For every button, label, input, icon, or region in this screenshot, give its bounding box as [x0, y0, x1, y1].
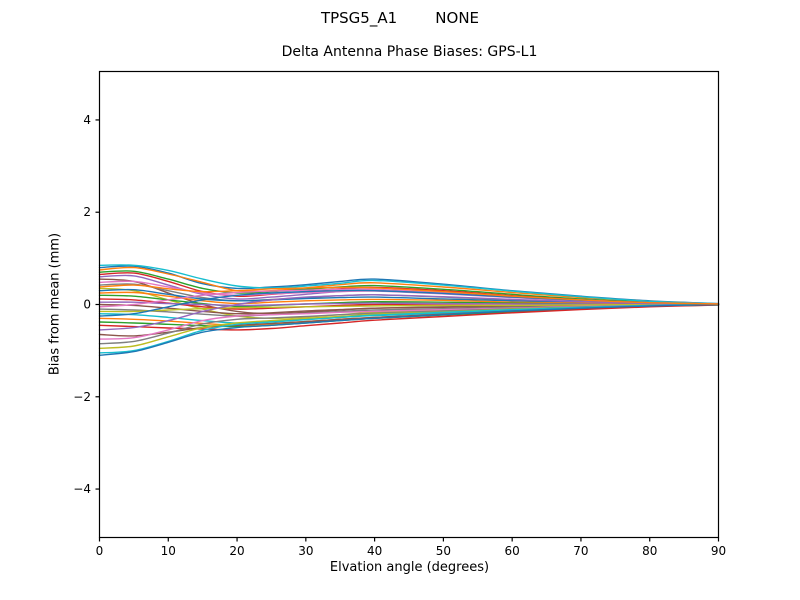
series-line — [98, 266, 720, 305]
x-tick-label: 10 — [161, 544, 176, 558]
series-line — [98, 303, 720, 356]
x-tick-label: 70 — [573, 544, 588, 558]
y-axis-label: Bias from mean (mm) — [47, 232, 63, 376]
series-line — [98, 303, 720, 313]
series-line — [98, 301, 720, 307]
y-tick-label: −2 — [73, 390, 91, 404]
x-tick-label: 50 — [436, 544, 451, 558]
y-tick-label: 4 — [83, 113, 91, 127]
x-tick-label: 40 — [367, 544, 382, 558]
series-line — [98, 264, 720, 305]
y-tick-label: −4 — [73, 482, 91, 496]
x-tick-label: 20 — [229, 544, 244, 558]
figure-title: TPSG5_A1 NONE — [320, 9, 480, 27]
series-line — [98, 291, 720, 306]
y-tick-label: 2 — [83, 205, 91, 219]
x-tick-label: 0 — [96, 544, 104, 558]
series-line — [98, 284, 720, 305]
x-axis-label: Elvation angle (degrees) — [329, 560, 490, 575]
series-line — [98, 294, 720, 331]
axes-title: Delta Antenna Phase Biases: GPS-L1 — [281, 44, 538, 60]
x-tick-label: 80 — [642, 544, 657, 558]
x-tick-label: 90 — [711, 544, 726, 558]
series-line — [98, 303, 720, 354]
y-tick-label: 0 — [83, 298, 91, 312]
x-tick-label: 30 — [298, 544, 313, 558]
x-tick-label: 60 — [505, 544, 520, 558]
